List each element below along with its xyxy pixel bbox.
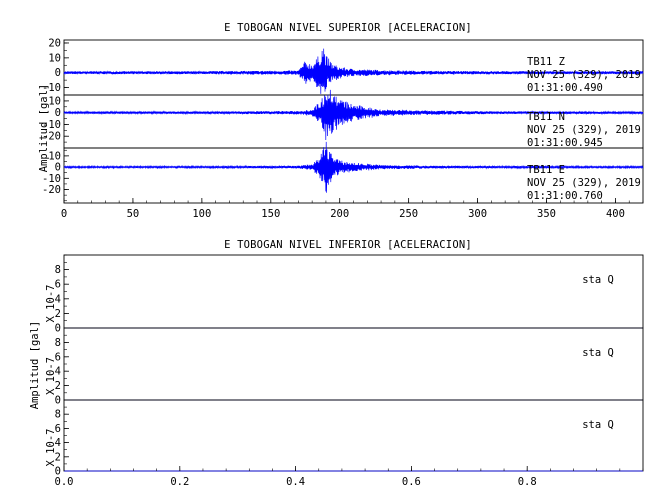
scale-multiplier-label: X 10-7 — [45, 285, 57, 323]
x-tick-label: 0.6 — [402, 476, 421, 488]
trace-panel-q-1: 8 6 4 2 0 sta Q X 10-7 — [45, 327, 644, 407]
panel-frame — [63, 254, 644, 329]
upper-chart-title: E TOBOGAN NIVEL SUPERIOR [ACELERACION] — [224, 22, 472, 34]
y-tick-label: -10 — [42, 82, 61, 94]
station-label: TB11 N — [527, 111, 565, 123]
x-tick-label: 300 — [468, 208, 487, 220]
time-label: 01:31:00.945 — [527, 137, 603, 149]
x-tick-label: 50 — [127, 208, 140, 220]
time-label: 01:31:00.490 — [527, 82, 603, 94]
y-tick-label: 0 — [55, 162, 61, 174]
y-tick-label: 2 — [55, 380, 61, 392]
lower-chart-title: E TOBOGAN NIVEL INFERIOR [ACELERACION] — [224, 239, 472, 251]
date-label: NOV 25 (329), 2019 — [527, 124, 641, 136]
y-tick-label: 6 — [55, 351, 61, 363]
x-tick-label: 0.2 — [170, 476, 189, 488]
x-tick-label: 150 — [261, 208, 280, 220]
x-tick-label: 250 — [399, 208, 418, 220]
x-tick-label: 400 — [606, 208, 625, 220]
y-tick-label: 8 — [55, 337, 61, 349]
y-tick-label: 2 — [55, 308, 61, 320]
lower-x-axis: 0.0 0.2 0.4 0.6 0.8 — [55, 466, 644, 488]
y-tick-label: 4 — [55, 437, 61, 449]
x-tick-label: 0 — [61, 208, 67, 220]
y-tick-label: 20 — [48, 37, 61, 49]
upper-chart: E TOBOGAN NIVEL SUPERIOR [ACELERACION] A… — [38, 22, 644, 220]
y-tick-label: -20 — [42, 184, 61, 196]
y-tick-label: 6 — [55, 279, 61, 291]
station-label: TB11 Z — [527, 56, 565, 68]
station-label: sta Q — [582, 274, 614, 286]
waveform-trace — [63, 141, 644, 193]
date-label: NOV 25 (329), 2019 — [527, 69, 641, 81]
panel-frame — [63, 327, 644, 401]
waveform-trace — [63, 48, 644, 94]
x-tick-label: 0.4 — [286, 476, 305, 488]
y-tick-label: 4 — [55, 293, 61, 305]
scale-multiplier-label: X 10-7 — [45, 429, 57, 467]
x-tick-label: 350 — [537, 208, 556, 220]
y-tick-label: -20 — [42, 131, 61, 143]
x-tick-label: 100 — [192, 208, 211, 220]
upper-y-axis-label: Amplitud [gal] — [38, 84, 50, 173]
y-tick-label: -10 — [42, 119, 61, 131]
time-label: 01:31:00.760 — [527, 190, 603, 202]
y-tick-label: 0 — [55, 67, 61, 79]
panel-frame — [63, 399, 644, 472]
upper-x-axis: 0 50 100 150 200 250 300 350 400 — [61, 198, 644, 220]
trace-panel-q-2: 8 6 4 2 0 sta Q X 10-7 — [45, 399, 644, 478]
y-tick-label: 8 — [55, 264, 61, 276]
trace-panel-q-0: 8 6 4 2 0 sta Q X 10-7 — [45, 254, 644, 335]
x-tick-label: 0.0 — [55, 476, 74, 488]
y-tick-label: 8 — [55, 409, 61, 421]
y-tick-label: 10 — [48, 150, 61, 162]
lower-chart: E TOBOGAN NIVEL INFERIOR [ACELERACION] A… — [29, 239, 644, 488]
y-tick-label: 10 — [48, 52, 61, 64]
y-tick-label: 2 — [55, 451, 61, 463]
station-label: TB11 E — [527, 164, 565, 176]
date-label: NOV 25 (329), 2019 — [527, 177, 641, 189]
y-tick-label: 0 — [55, 395, 61, 407]
y-tick-label: 0 — [55, 323, 61, 335]
y-tick-label: 4 — [55, 366, 61, 378]
y-tick-label: 0 — [55, 107, 61, 119]
station-label: sta Q — [582, 419, 614, 431]
x-tick-label: 0.8 — [518, 476, 537, 488]
y-tick-label: -10 — [42, 173, 61, 185]
lower-y-axis-label: Amplitud [gal] — [29, 321, 41, 410]
y-tick-label: 0 — [55, 466, 61, 478]
station-label: sta Q — [582, 347, 614, 359]
y-tick-label: 10 — [48, 95, 61, 107]
waveform-trace — [63, 89, 644, 141]
y-tick-label: 6 — [55, 423, 61, 435]
lower-panels: 8 6 4 2 0 sta Q X 10-7 8 6 4 2 0 sta Q X 10-7 8 6 4 2 0 sta… — [45, 254, 644, 478]
x-tick-label: 200 — [330, 208, 349, 220]
scale-multiplier-label: X 10-7 — [45, 357, 57, 395]
